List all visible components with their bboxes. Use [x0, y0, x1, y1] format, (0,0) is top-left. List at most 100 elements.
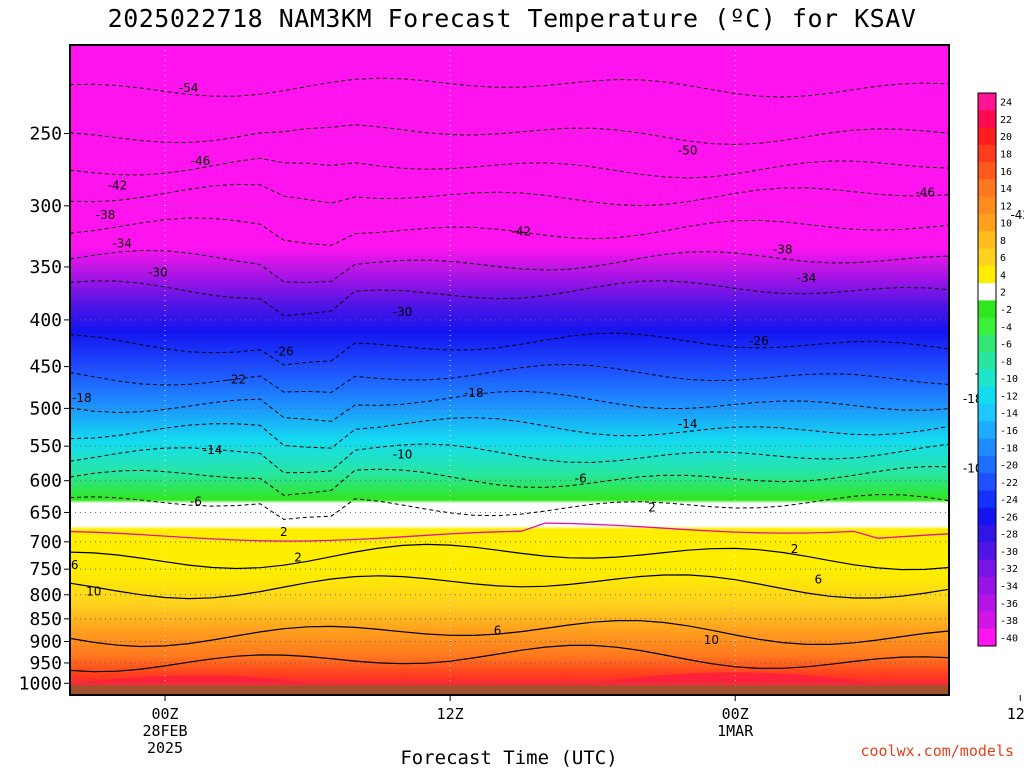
isotherm-labels: -54-50-50-46-46-42-42-42-38-38-38-34-34-… — [71, 81, 1024, 647]
isotherm-label: -50 — [678, 144, 698, 158]
colorbar-label: -16 — [1000, 426, 1018, 437]
isotherm--46 — [69, 157, 950, 179]
colorbar-swatch — [978, 455, 996, 474]
isotherm-label: -26 — [749, 334, 769, 348]
colorbar-label: -4 — [1000, 322, 1012, 333]
isotherm-label: 2 — [280, 525, 288, 539]
y-tick-label: 900 — [29, 631, 62, 652]
colorbar-label: -22 — [1000, 478, 1018, 489]
colorbar-swatch — [978, 628, 996, 647]
isotherm-label: -38 — [96, 208, 116, 222]
colorbar-swatch — [978, 127, 996, 146]
y-tick-label: 1000 — [19, 673, 62, 694]
colorbar-label: 20 — [1000, 132, 1012, 143]
colorbar-swatch — [978, 611, 996, 630]
isotherm--18 — [69, 390, 950, 422]
colorbar-label: 8 — [1000, 236, 1006, 247]
isotherm--22 — [69, 363, 950, 393]
colorbar-swatch — [978, 300, 996, 319]
ground-bar — [70, 685, 949, 695]
x-axis: 00Z28FEB202512Z00Z1MAR12Z00Z2MAR — [142, 695, 1024, 757]
colorbar: 24 22 20 18 16 14 12 10 8 6 4 2 -2 -4 -6 -8 -10 -12 -14 -16… — [977, 92, 1018, 647]
colorbar-swatch — [978, 196, 996, 215]
colorbar-label: -32 — [1000, 564, 1018, 575]
y-tick-label: 400 — [29, 310, 62, 331]
colorbar-swatch — [978, 110, 996, 129]
y-tick-label: 700 — [29, 532, 62, 553]
isotherm-label: 6 — [494, 623, 502, 637]
isotherm-label: 2 — [294, 550, 302, 564]
plot-border — [69, 44, 950, 696]
colorbar-swatch — [978, 213, 996, 232]
colorbar-label: 24 — [1000, 98, 1012, 109]
isotherm-14 — [69, 644, 950, 673]
colorbar-swatch — [978, 473, 996, 491]
isotherm-label: -54 — [179, 81, 199, 95]
y-tick-label: 350 — [29, 257, 62, 278]
colorbar-swatch — [978, 576, 996, 595]
plot-area — [70, 45, 949, 695]
y-tick-label: 650 — [29, 502, 62, 523]
y-tick-label: 450 — [29, 357, 62, 378]
y-tick-label: 500 — [29, 398, 62, 419]
colorbar-swatch — [978, 525, 996, 543]
isotherm--42 — [69, 183, 950, 207]
colorbar-label: 12 — [1000, 201, 1012, 212]
colorbar-label: -24 — [1000, 495, 1018, 506]
colorbar-label: 6 — [1000, 253, 1006, 264]
isotherm-label: -34 — [112, 237, 132, 251]
isotherm--10 — [69, 443, 950, 474]
colorbar-label: -30 — [1000, 547, 1018, 558]
y-tick-label: 550 — [29, 436, 62, 457]
colorbar-label: -28 — [1000, 530, 1018, 541]
colorbar-label: -14 — [1000, 409, 1018, 420]
x-tick-label: 00Z — [722, 705, 749, 723]
x-tick-label: 2025 — [147, 739, 183, 757]
isotherm--6 — [69, 466, 950, 496]
isotherm-label: -22 — [226, 373, 246, 387]
colorbar-swatch — [978, 144, 996, 163]
colorbar-label: -38 — [1000, 616, 1018, 627]
colorbar-swatch — [978, 507, 996, 526]
colorbar-swatch — [978, 369, 996, 388]
isotherm-contours — [69, 77, 950, 673]
grid-lines — [70, 45, 1021, 695]
colorbar-swatch — [978, 248, 996, 267]
isotherm-label: 6 — [815, 573, 823, 587]
colorbar-swatch — [978, 334, 996, 353]
isotherm-label: -38 — [773, 243, 793, 257]
x-tick-label: 28FEB — [142, 722, 187, 740]
colorbar-label: 18 — [1000, 149, 1012, 160]
temperature-fill — [70, 672, 878, 684]
colorbar-label: -36 — [1000, 599, 1018, 610]
credit-text: coolwx.com/models — [860, 742, 1014, 760]
isotherm-label: -34 — [797, 271, 817, 285]
isotherm--26 — [69, 332, 950, 366]
colorbar-swatch — [978, 93, 996, 111]
isotherm-label: -42 — [1010, 208, 1024, 222]
colorbar-swatch — [978, 542, 996, 561]
warm-dome-1 — [70, 675, 308, 684]
colorbar-swatch — [978, 421, 996, 440]
isotherm-label: 2 — [791, 542, 799, 556]
isotherm-label: -30 — [393, 305, 413, 319]
colorbar-label: -40 — [1000, 633, 1018, 644]
colorbar-swatch — [978, 179, 996, 198]
colorbar-label: 4 — [1000, 270, 1006, 281]
ground-surface — [70, 685, 949, 695]
isotherm-2 — [69, 543, 950, 571]
isotherm-label: -14 — [203, 443, 223, 457]
x-tick-label: 12Z — [1007, 705, 1024, 723]
colorbar-label: 16 — [1000, 167, 1012, 178]
colorbar-label: -26 — [1000, 512, 1018, 523]
isotherm-label: -14 — [678, 417, 698, 431]
isotherm-label: 2 — [648, 501, 656, 515]
colorbar-swatch — [978, 265, 996, 284]
colorbar-label: -12 — [1000, 391, 1018, 402]
isotherm--50 — [69, 124, 950, 146]
y-tick-label: 300 — [29, 196, 62, 217]
temperature-field — [70, 45, 949, 695]
colorbar-swatch — [978, 231, 996, 250]
colorbar-swatch — [978, 438, 996, 457]
